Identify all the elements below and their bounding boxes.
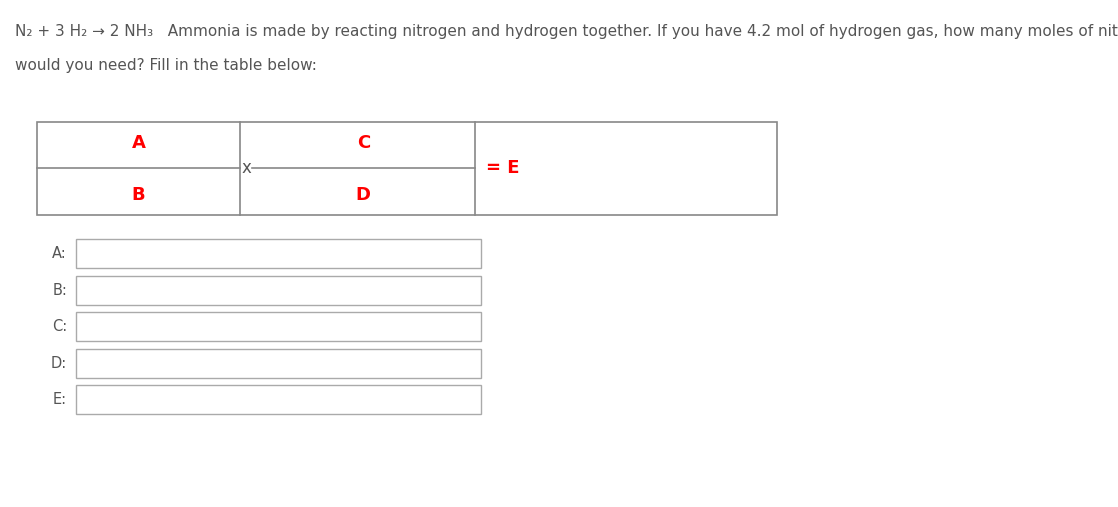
Text: = E: = E: [486, 159, 520, 177]
FancyBboxPatch shape: [76, 239, 481, 268]
Text: x: x: [241, 159, 250, 177]
FancyBboxPatch shape: [76, 276, 481, 305]
Text: B:: B:: [53, 283, 67, 298]
Text: E:: E:: [53, 392, 67, 407]
FancyBboxPatch shape: [76, 349, 481, 378]
Text: A:: A:: [53, 246, 67, 261]
Text: D:: D:: [50, 356, 67, 371]
FancyBboxPatch shape: [37, 122, 777, 215]
FancyBboxPatch shape: [76, 385, 481, 414]
Text: A: A: [132, 134, 145, 153]
Text: B: B: [132, 186, 145, 204]
Text: D: D: [356, 186, 371, 204]
Text: would you need? Fill in the table below:: would you need? Fill in the table below:: [15, 58, 316, 74]
FancyBboxPatch shape: [76, 312, 481, 341]
Text: C:: C:: [51, 319, 67, 334]
Text: C: C: [357, 134, 370, 153]
Text: N₂ + 3 H₂ → 2 NH₃   Ammonia is made by reacting nitrogen and hydrogen together. : N₂ + 3 H₂ → 2 NH₃ Ammonia is made by rea…: [15, 24, 1118, 40]
